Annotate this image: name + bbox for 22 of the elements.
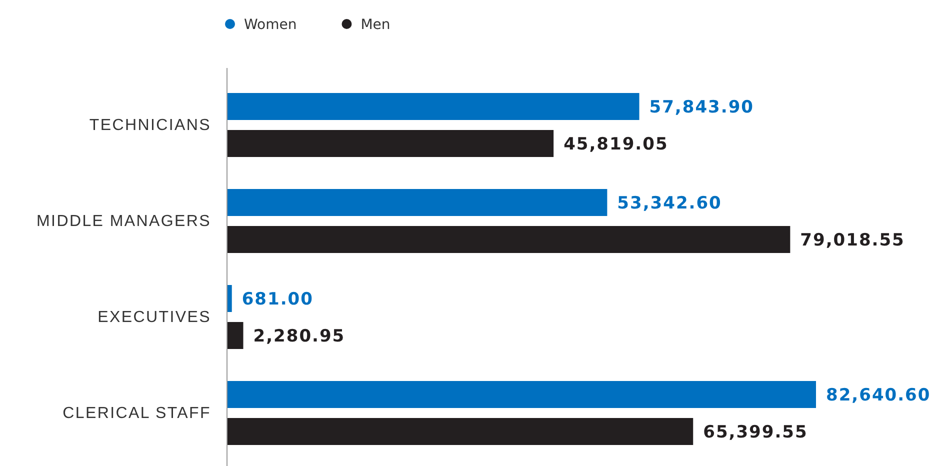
- y-tick-label: CLERICAL STAFF: [62, 405, 211, 422]
- bar: [227, 285, 232, 312]
- bar: [227, 322, 244, 349]
- data-label: 82,640.60: [826, 386, 931, 406]
- data-label: 45,819.05: [564, 134, 668, 155]
- data-label: 57,843.90: [649, 98, 754, 118]
- data-label: 65,399.55: [703, 422, 808, 443]
- data-label: 79,018.55: [800, 230, 905, 251]
- y-tick-label: MIDDLE MANAGERS: [36, 213, 211, 230]
- y-tick-label: TECHNICIANS: [89, 117, 211, 134]
- data-label: 2,280.95: [253, 326, 346, 347]
- legend-label: Men: [360, 16, 390, 33]
- bar: [227, 226, 790, 253]
- bar: [227, 418, 694, 445]
- legend-label: Women: [244, 16, 297, 33]
- data-label: 53,342.60: [617, 194, 722, 214]
- bar: [227, 189, 608, 216]
- bar: [227, 130, 554, 157]
- bar: [227, 93, 640, 120]
- bar: [227, 381, 816, 408]
- data-label: 681.00: [242, 290, 314, 310]
- y-tick-label: EXECUTIVES: [98, 309, 211, 326]
